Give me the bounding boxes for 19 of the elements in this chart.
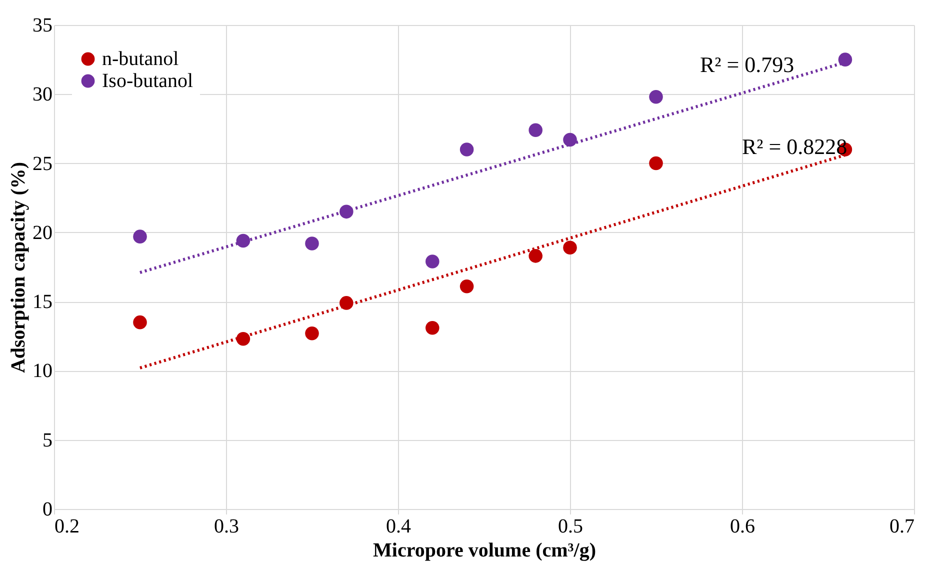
legend-label: Iso-butanol bbox=[102, 70, 194, 92]
x-tick-label: 0.6 bbox=[730, 516, 755, 538]
y-tick-label: 10 bbox=[32, 360, 52, 382]
y-tick-label: 0 bbox=[42, 498, 52, 520]
y-tick-label: 30 bbox=[32, 84, 52, 106]
x-tick-label: 0.3 bbox=[214, 516, 239, 538]
x-tick-label: 0.7 bbox=[890, 516, 914, 538]
y-tick-label: 35 bbox=[32, 14, 52, 36]
y-tick-label: 25 bbox=[32, 152, 52, 175]
annotation: R² = 0.793 bbox=[700, 52, 794, 77]
x-tick-label: 0.4 bbox=[386, 516, 411, 538]
x-tick-label: 0.2 bbox=[54, 516, 80, 538]
legend-label: n-butanol bbox=[102, 48, 180, 70]
y-tick-label: 15 bbox=[32, 291, 52, 314]
y-tick-label: 5 bbox=[42, 429, 52, 452]
x-tick-label: 0.5 bbox=[558, 516, 583, 538]
x-axis-title: Micropore volume (cm³/g) bbox=[373, 540, 596, 562]
y-axis-title: Adsorption capacity (%) bbox=[8, 162, 30, 374]
y-tick-label: 20 bbox=[32, 222, 52, 244]
